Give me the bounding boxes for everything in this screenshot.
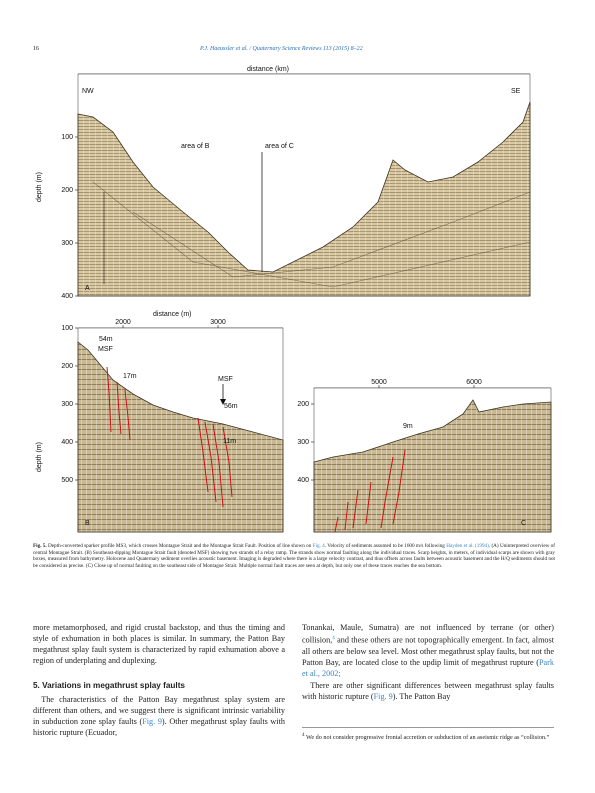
figure-svg: distance (km) 123456789 area of B area o… (36, 66, 562, 533)
panel-a-x-axis-label: distance (km) (247, 66, 289, 73)
panel-b-y-tick: 300 (61, 401, 73, 408)
panel-b-annotation: 56m (224, 403, 238, 410)
footnote: 4 We do not consider progressive frontal… (302, 727, 554, 742)
panel-b-y-tick: 200 (61, 363, 73, 370)
right-paragraph-2: There are other significant differences … (302, 680, 554, 702)
panel-b-annotation: 11m (223, 438, 236, 445)
right-paragraph-2-text-b: ). The Patton Bay (392, 692, 451, 701)
panel-b-y-axis-label: depth (m) (36, 442, 43, 472)
right-paragraph-1-text-a: Tonankai, Maule, Sumatra) are not influe… (302, 623, 554, 645)
panel-b-seismic-section (77, 341, 284, 533)
panel-a-y-tick: 300 (61, 240, 73, 247)
left-paragraph-2-text-a: The characteristics of the Patton Bay me… (33, 695, 285, 726)
right-paragraph-2-text-a: There are other significant differences … (302, 681, 554, 701)
panel-c-x-tick: 5000 (371, 379, 387, 386)
section-heading: 5. Variations in megathrust splay faults (33, 681, 185, 690)
panel-a-label: A (85, 285, 90, 292)
panel-a-y-tick: 100 (61, 134, 73, 141)
panel-b-y-tick: 400 (61, 439, 73, 446)
panel-c-label: C (521, 520, 526, 527)
panel-b-y-tick: 500 (61, 477, 73, 484)
figure-caption: Fig. 5. Depth-converted sparker profile … (33, 543, 555, 569)
left-paragraph-2-ref[interactable]: Fig. 9 (142, 717, 162, 726)
panel-a-y-axis-label: depth (m) (36, 172, 43, 202)
panel-c-seismic-section (313, 399, 552, 533)
panel-c-y-tick: 300 (297, 439, 309, 446)
area-of-b-label: area of B (181, 143, 210, 150)
caption-ref-hayden[interactable]: Hayden et al. (1994) (446, 543, 489, 549)
left-paragraph-1: more metamorphosed, and rigid crustal ba… (33, 623, 285, 665)
caption-ref-fig4[interactable]: Fig. 4 (312, 543, 325, 549)
panel-b-label: B (85, 520, 90, 527)
panel-c-fault-traces (334, 449, 406, 533)
footnote-text: We do not consider progressive frontal a… (304, 734, 550, 742)
caption-part1: Depth-converted sparker profile MS3, whi… (46, 543, 313, 549)
panel-b-fault-traces (106, 366, 233, 508)
panel-c-annotation: 9m (403, 423, 413, 430)
panel-a-y-tick: 200 (61, 187, 73, 194)
right-paragraph-1: Tonankai, Maule, Sumatra) are not influe… (302, 622, 554, 679)
panel-a-seismic-section (77, 101, 531, 297)
panel-c-y-tick: 400 (297, 477, 309, 484)
panel-b-x-axis-label: distance (m) (153, 311, 192, 318)
panel-c: 5000 6000 9m 200 300 400 C (297, 379, 552, 533)
seismic-figure: distance (km) 123456789 area of B area o… (33, 62, 562, 540)
left-paragraph-2: The characteristics of the Patton Bay me… (33, 694, 285, 738)
nw-label: NW (82, 88, 94, 95)
panel-a-y-tick: 400 (61, 293, 73, 300)
panel-b-annotation: MSF (218, 376, 233, 383)
right-paragraph-1-ref[interactable]: Park et al., 2002; (302, 657, 554, 678)
panel-a: distance (km) 123456789 area of B area o… (36, 66, 562, 318)
caption-lead: Fig. 5. (33, 543, 47, 549)
se-label: SE (511, 88, 521, 95)
panel-b-annotation: MSF (98, 346, 113, 353)
footnote-marker[interactable]: 4 (332, 636, 335, 641)
left-paragraph-2-text-b: ). Other megathrust splay faults with hi… (33, 717, 285, 737)
caption-part3: . (A) Uninterpreted overview of central … (33, 543, 555, 569)
panel-b-x-tick: 3000 (210, 319, 226, 326)
area-of-c-label: area of C (265, 143, 294, 150)
panel-c-y-tick: 200 (297, 401, 309, 408)
panel-b-annotation: 54m (99, 336, 113, 343)
panel-c-x-tick: 6000 (466, 379, 482, 386)
panel-b-annotation: 17m (123, 373, 137, 380)
footnote-number: 4 (302, 732, 305, 738)
caption-part2: . Velocity of sediments assumed to be 16… (324, 543, 447, 549)
running-head: P.J. Haeussler et al. / Quaternary Scien… (200, 46, 363, 52)
page-number: 16 (33, 46, 39, 52)
panel-b-y-tick: 100 (61, 325, 73, 332)
right-paragraph-2-ref[interactable]: Fig. 9 (373, 692, 393, 701)
right-paragraph-1-text-b: and these others are not topographically… (302, 635, 554, 667)
panel-b-x-tick: 2000 (115, 319, 131, 326)
panel-b: 2000 3000 54m MSF 17m MSF 56m 11m 100 200 300 400… (36, 319, 284, 533)
